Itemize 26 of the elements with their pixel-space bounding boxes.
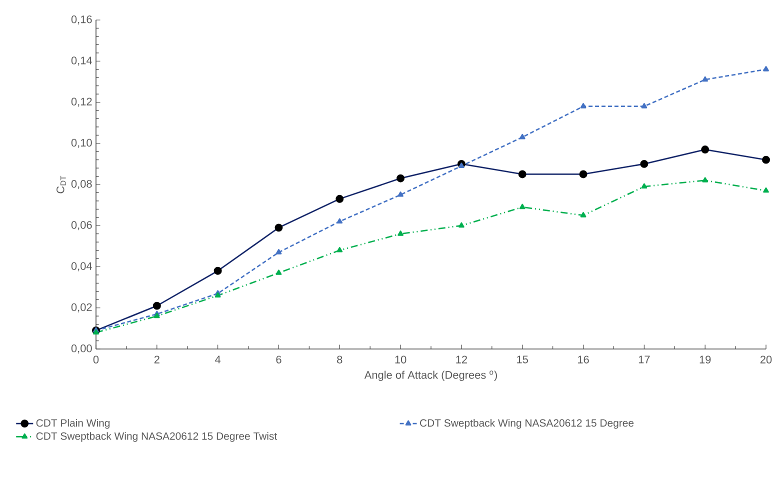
x-tick-label: 10 xyxy=(395,356,406,364)
y-tick-label: 0,12 xyxy=(71,98,92,107)
x-tick-label: 0 xyxy=(93,356,99,364)
x-axis-title: Angle of Attack (Degrees $^{o}$) xyxy=(364,370,497,381)
x-tick-label: 20 xyxy=(760,356,772,364)
x-tick-label: 12 xyxy=(456,356,468,364)
legend-label: CDT Plain Wing xyxy=(36,418,110,429)
x-tick-label: 17 xyxy=(638,356,650,364)
y-tick-label: 0,08 xyxy=(71,180,92,190)
y-axis-title: C$_{DT}$ xyxy=(56,176,66,194)
y-tick-label: 0,02 xyxy=(71,303,92,312)
x-tick-label: 15 xyxy=(517,356,528,364)
y-tick-label: 0,10 xyxy=(71,138,92,148)
y-tick-label: 0,14 xyxy=(71,56,92,66)
x-tick-label: 8 xyxy=(337,356,342,364)
x-tick-label: 4 xyxy=(215,356,221,364)
y-tick-label: 0,06 xyxy=(71,221,92,230)
x-tick-label: 16 xyxy=(578,356,589,364)
y-tick-label: 0,00 xyxy=(71,344,92,354)
legend-label: CDT Sweptback Wing NASA20612 15 Degree Twist xyxy=(36,432,278,442)
y-tick-label: 0,04 xyxy=(71,262,92,272)
legend-label: CDT Sweptback Wing NASA20612 15 Degree xyxy=(420,418,634,429)
x-tick-label: 2 xyxy=(154,356,160,364)
x-tick-label: 6 xyxy=(276,356,282,364)
x-tick-label: 19 xyxy=(700,356,711,364)
y-tick-label: 0,16 xyxy=(71,15,92,25)
